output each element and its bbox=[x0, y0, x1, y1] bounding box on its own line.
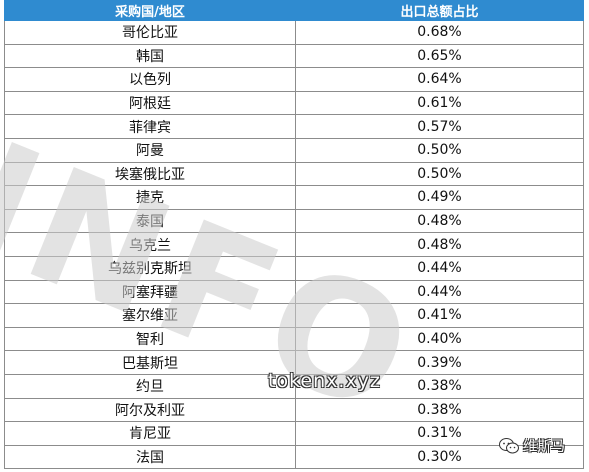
country-cell: 阿塞拜疆 bbox=[4, 279, 296, 305]
share-cell: 0.68% bbox=[295, 20, 584, 45]
share-cell: 0.61% bbox=[295, 90, 584, 116]
share-cell: 0.44% bbox=[295, 255, 584, 281]
share-cell: 0.30% bbox=[295, 444, 584, 470]
country-cell: 菲律宾 bbox=[4, 114, 296, 139]
share-cell: 0.50% bbox=[295, 137, 584, 163]
table-row: 约旦 0.38% bbox=[4, 373, 584, 399]
table-row: 巴基斯坦 0.39% bbox=[4, 350, 584, 375]
share-cell: 0.31% bbox=[295, 421, 584, 446]
table-row: 阿曼 0.50% bbox=[4, 137, 584, 163]
table-row: 塞尔维亚 0.41% bbox=[4, 303, 584, 328]
table-row: 乌克兰 0.48% bbox=[4, 232, 584, 257]
table-row: 法国 0.30% bbox=[4, 444, 584, 470]
country-cell: 阿尔及利亚 bbox=[4, 397, 296, 423]
share-cell: 0.41% bbox=[295, 303, 584, 328]
share-cell: 0.40% bbox=[295, 326, 584, 352]
table-row: 埃塞俄比亚 0.50% bbox=[4, 161, 584, 187]
share-cell: 0.38% bbox=[295, 397, 584, 423]
header-country: 采购国/地区 bbox=[4, 0, 296, 21]
table-row: 韩国 0.65% bbox=[4, 43, 584, 69]
country-cell: 乌克兰 bbox=[4, 232, 296, 257]
header-share: 出口总额占比 bbox=[295, 0, 584, 21]
share-cell: 0.49% bbox=[295, 185, 584, 210]
country-cell: 乌兹别克斯坦 bbox=[4, 255, 296, 281]
country-cell: 阿根廷 bbox=[4, 90, 296, 116]
share-cell: 0.39% bbox=[295, 350, 584, 375]
country-cell: 韩国 bbox=[4, 43, 296, 69]
country-cell: 以色列 bbox=[4, 67, 296, 92]
table-row: 阿塞拜疆 0.44% bbox=[4, 279, 584, 305]
country-cell: 阿曼 bbox=[4, 137, 296, 163]
header-row: 采购国/地区 出口总额占比 bbox=[4, 0, 584, 21]
share-cell: 0.48% bbox=[295, 208, 584, 234]
country-cell: 智利 bbox=[4, 326, 296, 352]
country-cell: 法国 bbox=[4, 444, 296, 470]
share-cell: 0.65% bbox=[295, 43, 584, 69]
table-row: 以色列 0.64% bbox=[4, 67, 584, 92]
share-cell: 0.48% bbox=[295, 232, 584, 257]
export-share-table: 采购国/地区 出口总额占比 哥伦比亚 0.68% 韩国 0.65% 以色列 0.64% 阿根… bbox=[4, 0, 584, 470]
table-row: 肯尼亚 0.31% bbox=[4, 421, 584, 446]
country-cell: 哥伦比亚 bbox=[4, 20, 296, 45]
country-cell: 约旦 bbox=[4, 373, 296, 399]
table-row: 泰国 0.48% bbox=[4, 208, 584, 234]
country-cell: 巴基斯坦 bbox=[4, 350, 296, 375]
table-row: 哥伦比亚 0.68% bbox=[4, 20, 584, 45]
table-row: 智利 0.40% bbox=[4, 326, 584, 352]
country-cell: 肯尼亚 bbox=[4, 421, 296, 446]
share-cell: 0.44% bbox=[295, 279, 584, 305]
table-row: 阿根廷 0.61% bbox=[4, 90, 584, 116]
country-cell: 捷克 bbox=[4, 185, 296, 210]
country-cell: 塞尔维亚 bbox=[4, 303, 296, 328]
share-cell: 0.50% bbox=[295, 161, 584, 187]
share-cell: 0.64% bbox=[295, 67, 584, 92]
share-cell: 0.38% bbox=[295, 373, 584, 399]
country-cell: 埃塞俄比亚 bbox=[4, 161, 296, 187]
table-row: 捷克 0.49% bbox=[4, 185, 584, 210]
table-row: 乌兹别克斯坦 0.44% bbox=[4, 255, 584, 281]
table-row: 阿尔及利亚 0.38% bbox=[4, 397, 584, 423]
country-cell: 泰国 bbox=[4, 208, 296, 234]
share-cell: 0.57% bbox=[295, 114, 584, 139]
table-row: 菲律宾 0.57% bbox=[4, 114, 584, 139]
